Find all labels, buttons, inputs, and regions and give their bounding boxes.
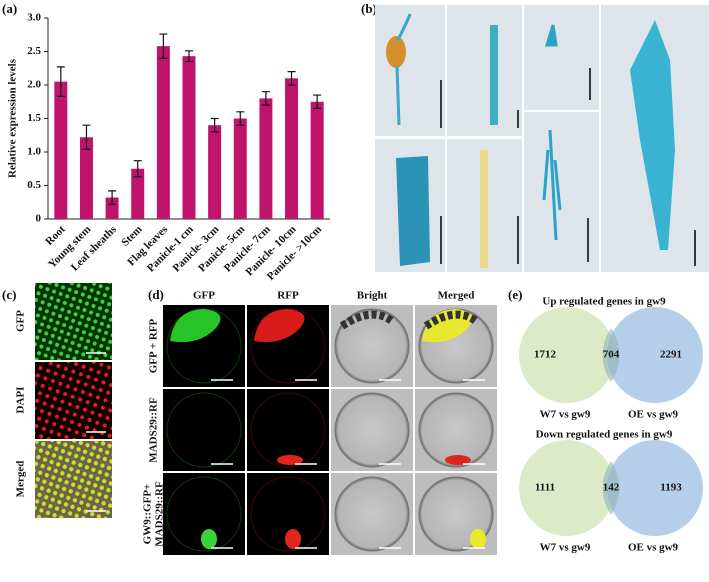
cell <box>334 476 410 552</box>
bar <box>105 197 119 219</box>
tissue <box>480 150 488 268</box>
bar <box>259 98 273 219</box>
y-axis-label: Relative expression levels <box>7 58 19 178</box>
panel-label: (b) <box>361 1 377 16</box>
row-label: DAPI <box>15 387 27 414</box>
bar <box>233 118 247 219</box>
signal <box>445 455 471 465</box>
error-bar <box>236 111 245 126</box>
tissue <box>396 156 430 266</box>
cell <box>418 392 494 468</box>
chloroplasts <box>423 310 479 330</box>
y-tick-label: 1.0 <box>27 146 41 158</box>
bar <box>79 137 93 219</box>
error-bar <box>261 91 270 106</box>
photo <box>35 441 112 518</box>
venn-count: 1712 <box>534 349 557 361</box>
error-bar <box>287 71 296 86</box>
cell-outline <box>250 476 326 552</box>
photo <box>524 112 599 272</box>
venn-circle <box>519 307 615 403</box>
tissue <box>630 20 675 250</box>
cell-outline <box>166 392 242 468</box>
photo <box>375 5 445 136</box>
photo <box>35 362 112 439</box>
row-label: GW9::GFP+ <box>142 484 154 545</box>
y-tick-label: 0.5 <box>27 179 41 191</box>
row-label: MADS29::RF <box>148 397 160 463</box>
seed <box>386 36 406 68</box>
signal <box>254 309 305 343</box>
photo <box>163 389 245 471</box>
signal <box>285 529 301 549</box>
venn-overlap <box>602 328 620 382</box>
signal <box>201 529 217 549</box>
photo <box>447 5 522 136</box>
panel-label: (d) <box>148 287 164 302</box>
row-label: Merged <box>15 461 27 498</box>
bar <box>54 81 68 220</box>
cell-outline <box>166 476 242 552</box>
panel-label: (c) <box>2 287 16 302</box>
venn-overlap <box>602 461 620 515</box>
tissue <box>490 25 498 125</box>
error-bar <box>159 33 168 59</box>
y-tick-label: 2.0 <box>27 79 41 91</box>
bar <box>182 56 196 219</box>
cell <box>334 392 410 468</box>
bar <box>156 46 170 219</box>
column-label: RFP <box>277 290 299 302</box>
venn-count: 2291 <box>660 349 682 361</box>
error-bar <box>185 50 193 63</box>
tissue <box>542 24 562 241</box>
venn-set-label: OE vs gw9 <box>628 409 679 421</box>
signal <box>470 529 486 549</box>
venn-set-label: W7 vs gw9 <box>540 542 591 554</box>
venn-count: 704 <box>603 349 620 361</box>
photo <box>35 283 112 360</box>
venn-circle <box>607 307 703 403</box>
venn-count: 1193 <box>660 482 682 494</box>
venn-set-label: OE vs gw9 <box>628 542 679 554</box>
venn-circle <box>607 440 703 536</box>
bar <box>285 78 299 219</box>
y-tick-label: 1.5 <box>27 112 41 124</box>
signal <box>277 455 303 465</box>
bar <box>131 168 145 219</box>
y-tick-label: 0 <box>36 213 42 225</box>
venn-title: Up regulated genes in gw9 <box>542 296 666 308</box>
row-label: MADS29::RF <box>154 481 166 547</box>
error-bar <box>313 94 322 110</box>
venn-title: Down regulated genes in gw9 <box>536 429 673 441</box>
row-label: GFP + RFP <box>148 318 160 373</box>
y-tick-label: 3.0 <box>27 12 41 24</box>
error-bar <box>133 160 142 178</box>
venn-set-label: W7 vs gw9 <box>540 409 591 421</box>
cell-outline <box>250 392 326 468</box>
bar <box>208 125 222 219</box>
chloroplasts <box>339 310 395 330</box>
error-bar <box>108 190 117 205</box>
error-bar <box>210 117 219 133</box>
tissue <box>395 13 412 126</box>
panel-label: (e) <box>508 287 522 302</box>
column-label: Bright <box>357 290 388 302</box>
panel-label: (a) <box>2 1 17 16</box>
photo <box>524 5 599 110</box>
error-bar <box>56 66 65 97</box>
venn-count: 142 <box>603 482 620 494</box>
y-tick-label: 2.5 <box>27 45 41 57</box>
signal <box>170 309 221 343</box>
venn-circle <box>519 440 615 536</box>
cell <box>334 308 410 384</box>
bar <box>310 101 324 219</box>
error-bar <box>82 124 91 150</box>
row-label: GFP <box>15 310 27 332</box>
venn-count: 1111 <box>535 482 555 494</box>
column-label: Merged <box>438 290 475 302</box>
column-label: GFP <box>193 290 215 302</box>
